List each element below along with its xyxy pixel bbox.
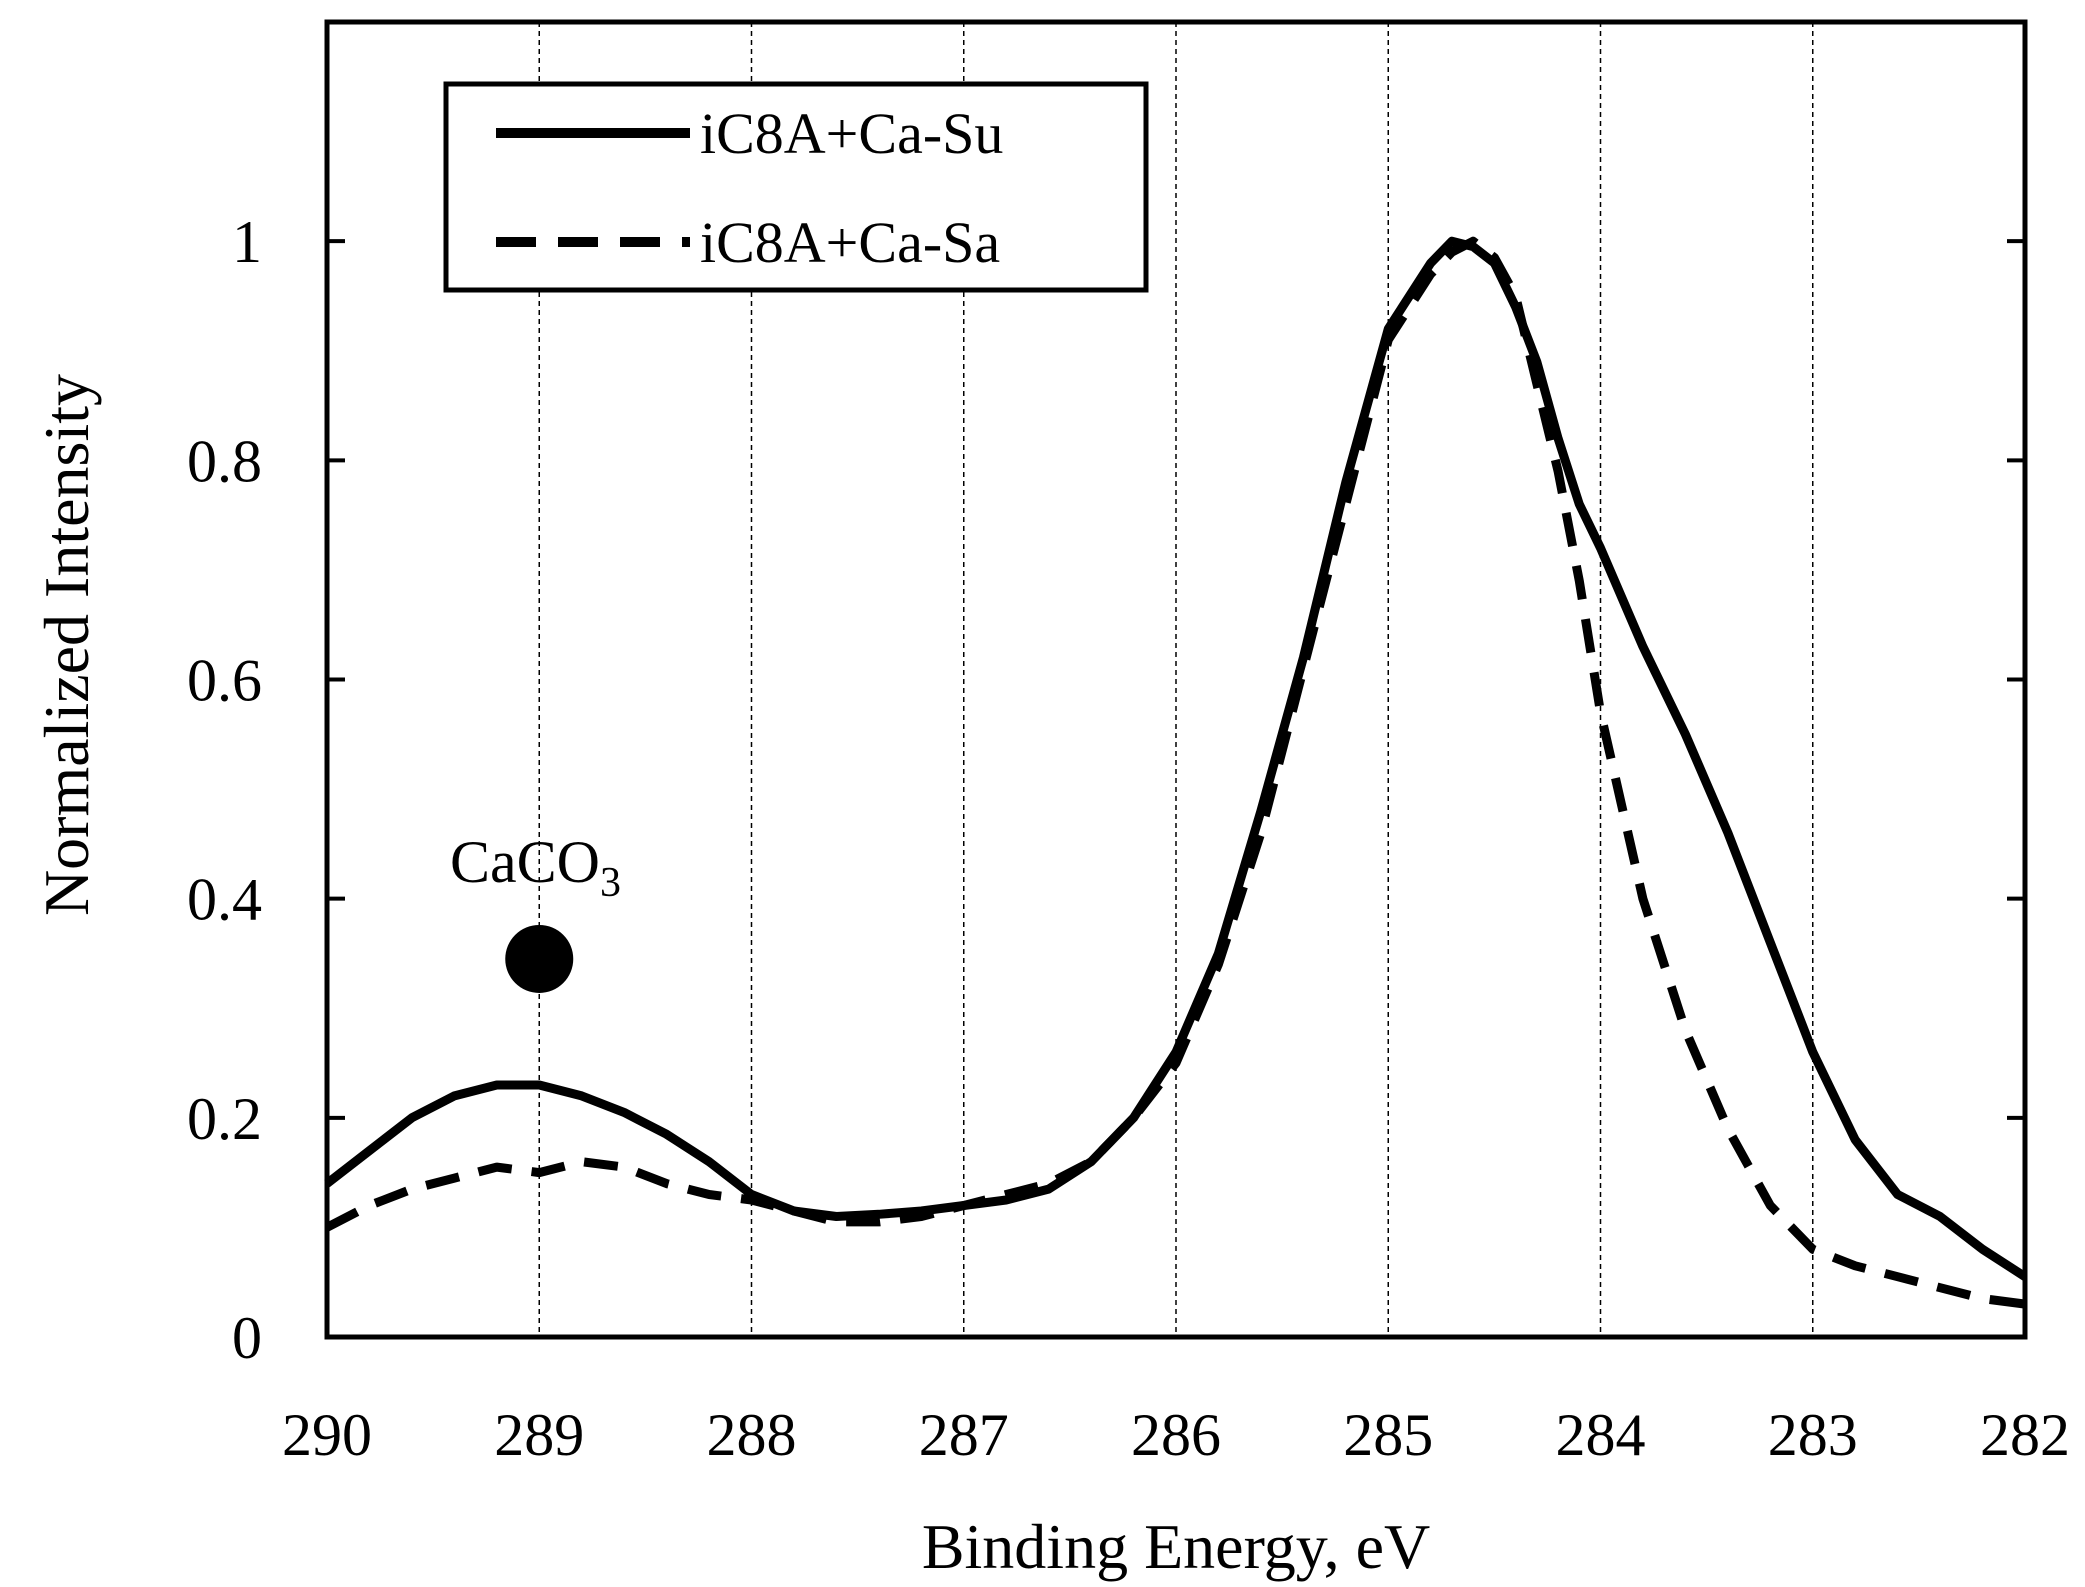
x-tick-label: 289 — [494, 1402, 584, 1468]
x-axis-title: Binding Energy, eV — [922, 1511, 1430, 1582]
legend-label-su: iC8A+Ca-Su — [700, 101, 1003, 166]
y-tick-labels: 0 0.2 0.4 0.6 0.8 1 — [187, 209, 262, 1371]
x-tick-label: 287 — [919, 1402, 1009, 1468]
x-tick-label: 284 — [1556, 1402, 1646, 1468]
caco3-label: CaCO3 — [450, 829, 621, 906]
x-tick-label: 282 — [1980, 1402, 2070, 1468]
legend: iC8A+Ca-Su iC8A+Ca-Sa — [443, 81, 1149, 293]
x-tick-labels: 290 289 288 287 286 285 284 283 282 — [282, 1402, 2070, 1468]
x-tick-label: 290 — [282, 1402, 372, 1468]
x-tick-label: 283 — [1768, 1402, 1858, 1468]
y-axis-title: Normalized Intensity — [31, 374, 102, 916]
y-tick-label: 0.2 — [187, 1086, 262, 1152]
legend-box — [443, 81, 1149, 293]
caco3-marker — [505, 924, 574, 993]
y-tick-label: 0 — [232, 1305, 262, 1371]
y-tick-label: 0.6 — [187, 648, 262, 714]
caco3-annotation: CaCO3 — [450, 829, 621, 993]
x-tick-label: 285 — [1343, 1402, 1433, 1468]
legend-label-sa: iC8A+Ca-Sa — [700, 210, 1000, 275]
y-tick-label: 1 — [232, 209, 262, 275]
y-tick-label: 0.4 — [187, 867, 262, 933]
x-tick-label: 288 — [707, 1402, 797, 1468]
axis-ticks — [327, 239, 2025, 1120]
caco3-label-main: CaCO — [450, 829, 600, 895]
series-line-sa — [324, 236, 2026, 1309]
x-tick-label: 286 — [1131, 1402, 1221, 1468]
y-tick-label: 0.8 — [187, 428, 262, 494]
caco3-label-sub: 3 — [600, 860, 621, 906]
series-line-su — [324, 236, 2028, 1281]
series-curves — [324, 236, 2028, 1309]
